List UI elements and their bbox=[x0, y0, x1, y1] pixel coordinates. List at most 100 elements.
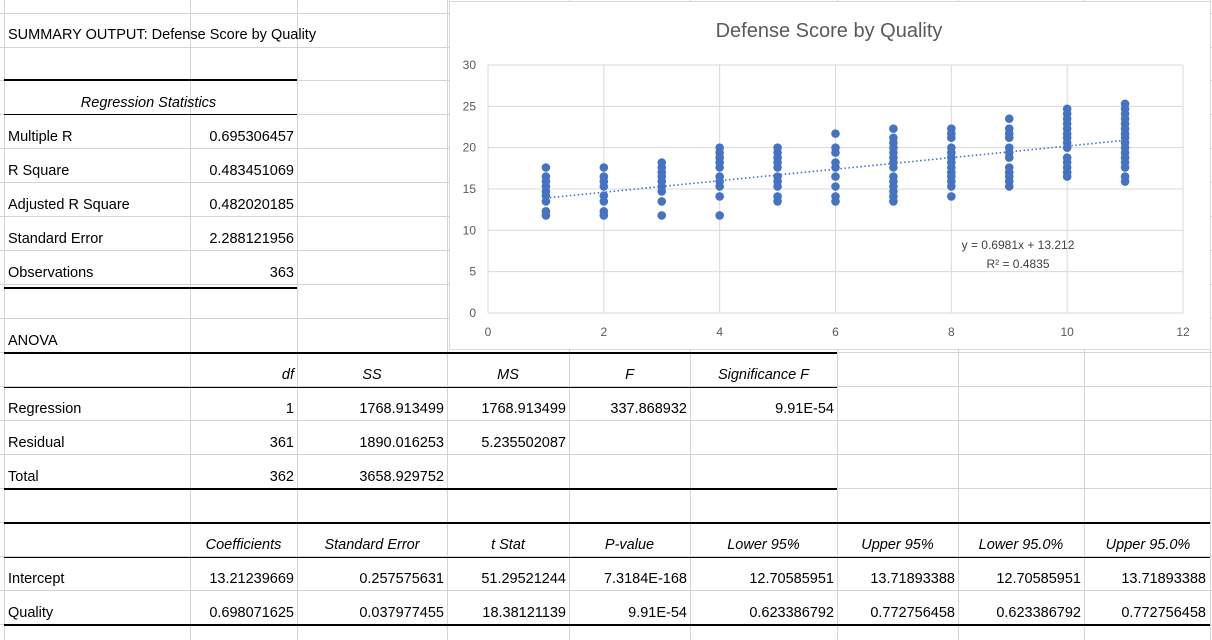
anova-header-f[interactable]: F bbox=[625, 367, 634, 383]
data-point bbox=[715, 172, 724, 181]
anova-ss[interactable]: 3658.929752 bbox=[359, 469, 444, 485]
grid-column-line bbox=[190, 0, 191, 640]
coef-value[interactable]: 0.772756458 bbox=[1121, 605, 1206, 621]
stat-label[interactable]: R Square bbox=[8, 163, 70, 179]
coef-header[interactable]: Upper 95% bbox=[861, 537, 934, 553]
data-point bbox=[831, 172, 840, 181]
data-point bbox=[1120, 172, 1130, 181]
data-point bbox=[657, 211, 667, 220]
stat-value[interactable]: 2.288121956 bbox=[209, 231, 294, 247]
coef-value[interactable]: 13.21239669 bbox=[209, 571, 294, 587]
data-point bbox=[947, 192, 956, 201]
coef-value[interactable]: 18.38121139 bbox=[482, 605, 566, 621]
coef-value[interactable]: 0.623386792 bbox=[749, 605, 834, 621]
anova-row-label[interactable]: Residual bbox=[8, 435, 65, 451]
coef-header[interactable]: Upper 95.0% bbox=[1105, 537, 1191, 553]
stat-value[interactable]: 0.695306457 bbox=[209, 129, 294, 145]
data-point bbox=[1004, 114, 1014, 124]
coef-value[interactable]: 12.70585951 bbox=[749, 571, 834, 587]
anova-ss[interactable]: 1768.913499 bbox=[359, 401, 444, 417]
anova-df[interactable]: 361 bbox=[269, 435, 294, 451]
anova-header-df[interactable]: df bbox=[281, 367, 294, 383]
anova-ms[interactable]: 5.235502087 bbox=[481, 435, 566, 451]
chart-tick-labels: 0 5 10 15 20 25 30 0 2 4 6 8 10 12 bbox=[463, 58, 1190, 339]
anova-top-rule bbox=[4, 352, 837, 354]
data-point bbox=[831, 143, 840, 152]
data-point bbox=[773, 192, 782, 201]
anova-row-label[interactable]: Total bbox=[8, 469, 39, 485]
coef-value[interactable]: 51.29521244 bbox=[481, 571, 566, 587]
stat-label[interactable]: Multiple R bbox=[8, 129, 73, 145]
coef-value[interactable]: 13.71893388 bbox=[1121, 571, 1206, 587]
anova-df[interactable]: 362 bbox=[269, 469, 294, 485]
stat-value[interactable]: 0.483451069 bbox=[209, 163, 294, 179]
stats-header-rule bbox=[4, 114, 297, 115]
coef-value[interactable]: 13.71893388 bbox=[870, 571, 955, 587]
anova-significance-f[interactable]: 9.91E-54 bbox=[775, 401, 834, 417]
data-point bbox=[657, 158, 667, 167]
data-point bbox=[599, 191, 609, 200]
data-point bbox=[831, 129, 840, 138]
coef-header[interactable]: Lower 95% bbox=[727, 537, 800, 553]
x-tick-label: 0 bbox=[485, 325, 492, 339]
coef-value[interactable]: 0.037977455 bbox=[359, 605, 444, 621]
y-tick-label: 10 bbox=[463, 223, 477, 237]
x-tick-label: 12 bbox=[1176, 325, 1190, 339]
chart-title: Defense Score by Quality bbox=[716, 20, 943, 42]
anova-row-label[interactable]: Regression bbox=[8, 401, 82, 417]
coef-row-label[interactable]: Quality bbox=[8, 605, 54, 621]
grid-column-line bbox=[447, 0, 448, 640]
x-tick-label: 6 bbox=[832, 325, 839, 339]
data-point bbox=[541, 172, 551, 181]
anova-header-ss[interactable]: SS bbox=[362, 367, 382, 383]
data-point bbox=[1062, 153, 1072, 162]
coef-value[interactable]: 0.772756458 bbox=[870, 605, 955, 621]
y-tick-label: 5 bbox=[469, 265, 476, 279]
coef-header[interactable]: t Stat bbox=[491, 537, 525, 553]
grid-column-line bbox=[297, 0, 298, 640]
coef-header[interactable]: Standard Error bbox=[324, 537, 420, 553]
data-point bbox=[889, 133, 898, 143]
anova-header-ms[interactable]: MS bbox=[497, 367, 519, 383]
scatter-chart[interactable]: Defense Score by Quality 0 5 10 15 20 25 30 0 2 4… bbox=[449, 1, 1211, 350]
coef-header[interactable]: Coefficients bbox=[205, 537, 282, 553]
coef-value[interactable]: 0.623386792 bbox=[996, 605, 1081, 621]
coef-value[interactable]: 9.91E-54 bbox=[628, 605, 687, 621]
anova-ms[interactable]: 1768.913499 bbox=[481, 401, 566, 417]
data-point bbox=[1004, 143, 1014, 152]
stat-value[interactable]: 363 bbox=[269, 265, 294, 281]
chart-points bbox=[541, 99, 1130, 220]
anova-f[interactable]: 337.868932 bbox=[610, 401, 687, 417]
coef-value[interactable]: 0.257575631 bbox=[359, 571, 444, 587]
anova-df[interactable]: 1 bbox=[285, 401, 294, 417]
coef-value[interactable]: 7.3184E-168 bbox=[603, 571, 687, 587]
coef-header[interactable]: P-value bbox=[604, 537, 655, 553]
data-point bbox=[1120, 99, 1130, 109]
stat-label[interactable]: Observations bbox=[8, 265, 94, 281]
summary-title[interactable]: SUMMARY OUTPUT: Defense Score by Quality bbox=[8, 27, 317, 43]
anova-title[interactable]: ANOVA bbox=[8, 333, 58, 349]
data-point bbox=[947, 124, 956, 133]
data-point bbox=[889, 172, 898, 181]
coef-row-label[interactable]: Intercept bbox=[8, 571, 65, 587]
coef-value[interactable]: 12.70585951 bbox=[996, 571, 1081, 587]
regression-statistics-header[interactable]: Regression Statistics bbox=[80, 95, 217, 111]
trendline bbox=[545, 139, 1126, 199]
x-tick-label: 10 bbox=[1060, 325, 1074, 339]
data-point bbox=[831, 192, 840, 201]
data-point bbox=[1062, 104, 1072, 114]
coef-header[interactable]: Lower 95.0% bbox=[978, 537, 1064, 553]
trendline-r-squared: R² = 0.4835 bbox=[986, 257, 1049, 271]
anova-header-significance-f[interactable]: Significance F bbox=[717, 367, 810, 383]
chart-svg: Defense Score by Quality 0 5 10 15 20 25 30 0 2 4… bbox=[463, 20, 1190, 339]
stat-label[interactable]: Adjusted R Square bbox=[8, 197, 130, 213]
grid-row-line bbox=[0, 556, 1212, 557]
coef-header-rule bbox=[4, 557, 1210, 558]
grid-row-line bbox=[0, 386, 1212, 387]
data-point bbox=[831, 182, 840, 191]
stat-value[interactable]: 0.482020185 bbox=[209, 197, 294, 213]
stat-label[interactable]: Standard Error bbox=[8, 231, 104, 247]
y-tick-label: 0 bbox=[469, 306, 476, 320]
anova-ss[interactable]: 1890.016253 bbox=[359, 435, 444, 451]
coef-value[interactable]: 0.698071625 bbox=[209, 605, 294, 621]
